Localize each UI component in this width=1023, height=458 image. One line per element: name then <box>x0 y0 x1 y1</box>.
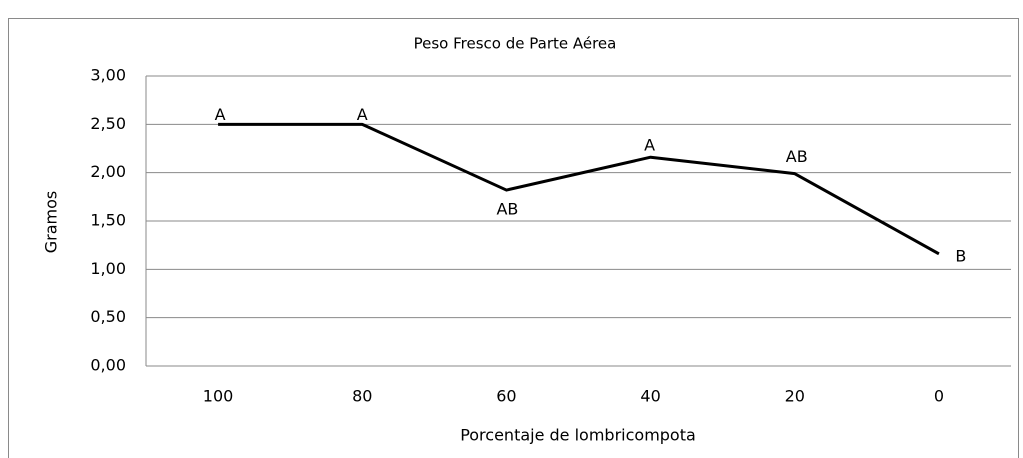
x-tick-label: 80 <box>352 387 372 406</box>
y-tick-label: 1,50 <box>90 211 126 230</box>
y-tick-label: 1,00 <box>90 259 126 278</box>
x-tick-label: 100 <box>203 387 234 406</box>
y-tick-label: 2,50 <box>90 114 126 133</box>
y-tick-label: 3,00 <box>90 66 126 85</box>
point-annotation: A <box>644 136 655 155</box>
y-tick-label: 0,00 <box>90 356 126 375</box>
y-tick-label: 2,00 <box>90 162 126 181</box>
point-annotation: A <box>357 105 368 124</box>
chart-title: Peso Fresco de Parte Aérea <box>414 35 617 53</box>
y-axis-label: Gramos <box>42 191 61 254</box>
x-tick-label: 40 <box>640 387 660 406</box>
y-tick-label: 0,50 <box>90 307 126 326</box>
point-annotation: AB <box>786 147 808 166</box>
x-axis-label: Porcentaje de lombricompota <box>460 426 696 445</box>
x-tick-label: 20 <box>785 387 805 406</box>
point-annotation: B <box>955 246 966 265</box>
x-tick-label: 60 <box>496 387 516 406</box>
point-annotation: A <box>215 105 226 124</box>
point-annotation: AB <box>496 200 518 219</box>
chart-border <box>8 18 1019 458</box>
line-series <box>218 122 940 256</box>
x-tick-label: 0 <box>934 387 944 406</box>
